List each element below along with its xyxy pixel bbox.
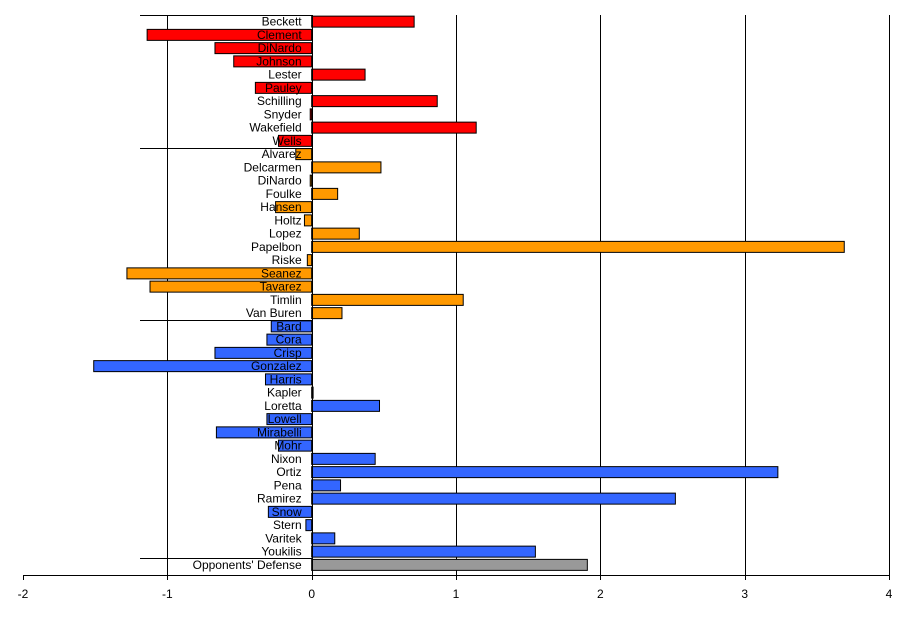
category-label: Wells: [273, 134, 302, 148]
category-label: Pauley: [265, 81, 302, 95]
bar: [303, 214, 313, 227]
category-label: Schilling: [257, 94, 302, 108]
category-label: Snow: [272, 505, 302, 519]
bar: [311, 293, 464, 306]
category-label: Delcarmen: [244, 160, 302, 174]
bar: [146, 28, 313, 41]
category-label: Nixon: [271, 452, 302, 466]
category-label: Kapler: [267, 386, 302, 400]
category-label: Alvarez: [262, 147, 302, 161]
category-label: Cora: [276, 333, 302, 347]
category-label: Johnson: [256, 54, 301, 68]
category-label: Clement: [257, 28, 302, 42]
bar: [214, 42, 313, 55]
category-label: Lowell: [268, 412, 302, 426]
category-label: Hansen: [260, 200, 301, 214]
category-label: Pena: [274, 478, 302, 492]
bar: [311, 240, 845, 253]
category-label: Stern: [273, 518, 302, 532]
category-label: Papelbon: [251, 240, 302, 254]
bar: [267, 505, 313, 518]
category-label: Timlin: [270, 293, 302, 307]
category-label: Youkilis: [261, 545, 301, 559]
bar: [311, 532, 336, 545]
bar: [306, 254, 313, 267]
bar: [311, 68, 366, 81]
x-tick-label: 4: [886, 587, 893, 601]
category-label: DiNardo: [258, 174, 302, 188]
x-tick-label: -1: [162, 587, 173, 601]
x-tick-label: 0: [308, 587, 315, 601]
bar: [266, 413, 313, 426]
category-label: Crisp: [274, 346, 302, 360]
bar: [311, 452, 376, 465]
bar: [311, 227, 360, 240]
bar: [126, 267, 313, 280]
bar: [311, 399, 381, 412]
category-label: Opponents' Defense: [193, 558, 302, 572]
category-label: Lopez: [269, 227, 302, 241]
bar: [254, 81, 313, 94]
category-label: Bard: [276, 319, 301, 333]
bar: [305, 519, 313, 532]
category-labels: BeckettClementDiNardoJohnsonLesterPauley…: [193, 15, 303, 572]
category-label: Mohr: [274, 439, 301, 453]
x-axis: -2 -1 0 1 2 3 4: [18, 15, 893, 601]
bar: [309, 174, 313, 187]
grid-lines: [140, 15, 890, 575]
x-tick-label: 3: [741, 587, 748, 601]
category-label: Harris: [270, 372, 302, 386]
bar: [311, 161, 382, 174]
bar: [311, 466, 779, 479]
x-tick-label: 1: [453, 587, 460, 601]
category-label: Varitek: [265, 531, 302, 545]
bar: [311, 307, 343, 320]
bar: [93, 360, 313, 373]
bar: [264, 373, 313, 386]
category-label: DiNardo: [258, 41, 302, 55]
category-label: Loretta: [264, 399, 302, 413]
category-label: Van Buren: [246, 306, 302, 320]
category-label: Foulke: [266, 187, 302, 201]
category-label: Ramirez: [257, 492, 302, 506]
category-label: Holtz: [274, 213, 301, 227]
category-label: Gonzalez: [251, 359, 302, 373]
bar: [214, 346, 313, 359]
bar: [311, 492, 676, 505]
bar: [295, 148, 313, 161]
category-label: Beckett: [262, 15, 303, 29]
category-label: Snyder: [264, 107, 302, 121]
x-tick-label: -2: [18, 587, 29, 601]
bar: [233, 55, 313, 68]
bar: [311, 121, 477, 134]
bars: [93, 15, 845, 571]
bar: [309, 108, 313, 121]
bar: [311, 95, 438, 108]
bar: [277, 439, 313, 452]
bar: [266, 333, 313, 346]
bar: [270, 320, 313, 333]
category-label: Mirabelli: [257, 425, 302, 439]
category-label: Seanez: [261, 266, 302, 280]
bar: [311, 187, 339, 200]
bar: [275, 201, 313, 214]
bar: [311, 15, 415, 28]
bar: [311, 479, 342, 492]
x-tick-label: 2: [597, 587, 604, 601]
bar: [311, 545, 536, 558]
bar: [149, 280, 313, 293]
category-label: Tavarez: [260, 280, 302, 294]
category-label: Wakefield: [249, 121, 301, 135]
category-label: Ortiz: [276, 465, 301, 479]
category-label: Riske: [272, 253, 302, 267]
category-label: Lester: [268, 68, 301, 82]
bar: [277, 134, 313, 147]
bar: [311, 558, 588, 571]
bar: [215, 426, 313, 439]
